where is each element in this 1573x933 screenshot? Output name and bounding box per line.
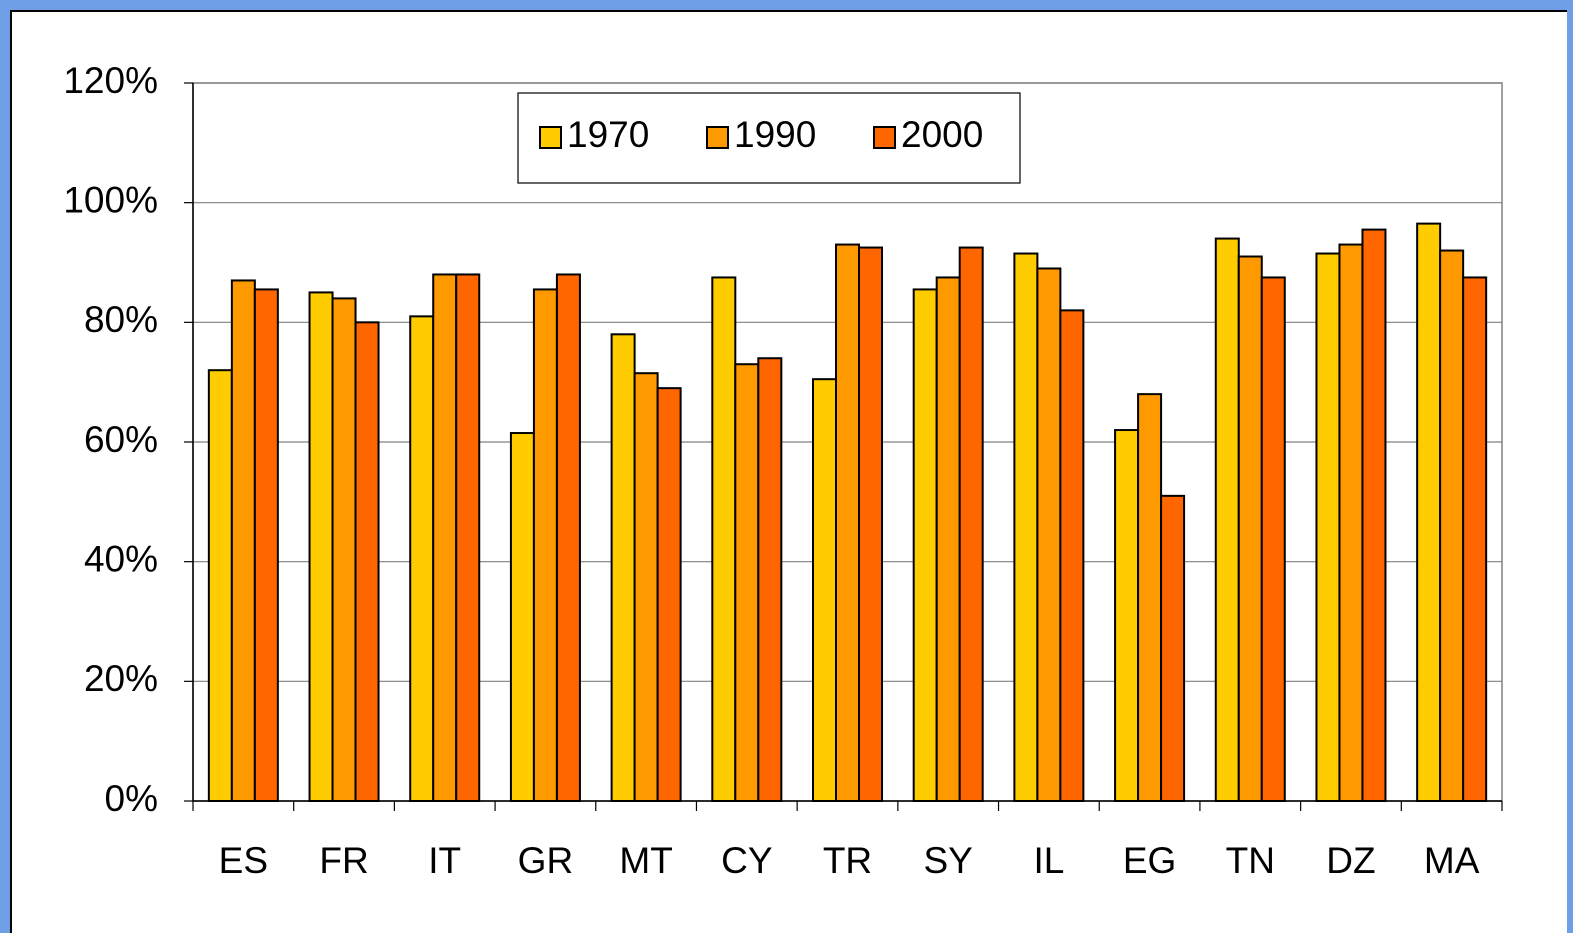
- bar: [1160, 494, 1186, 802]
- y-tick-label: 20%: [84, 658, 158, 699]
- bar: [1059, 309, 1085, 802]
- bar: [1237, 255, 1263, 802]
- legend-swatch: [706, 126, 729, 149]
- bar: [555, 273, 581, 802]
- legend-swatch: [873, 126, 896, 149]
- y-tick-label: 60%: [84, 419, 158, 460]
- bar: [253, 288, 279, 802]
- bar: [1315, 252, 1341, 802]
- legend-box: [517, 92, 1021, 184]
- x-tick-label: IT: [428, 840, 461, 881]
- bar: [912, 288, 938, 802]
- y-tick-label: 40%: [84, 538, 158, 579]
- legend-swatch: [539, 126, 562, 149]
- bar: [1361, 228, 1387, 802]
- x-tick-label: DZ: [1326, 840, 1375, 881]
- x-tick-label: FR: [319, 840, 368, 881]
- x-tick-label: IL: [1033, 840, 1064, 881]
- bar: [812, 378, 837, 802]
- bar: [1439, 249, 1465, 803]
- bar: [958, 246, 984, 802]
- bar: [1137, 393, 1163, 802]
- bar: [1214, 237, 1240, 803]
- x-tick-label: GR: [518, 840, 574, 881]
- y-tick-label: 100%: [63, 179, 158, 220]
- y-tick-label: 80%: [84, 299, 158, 340]
- x-tick-label: SY: [924, 840, 973, 881]
- y-tick-label: 0%: [105, 778, 158, 819]
- bar: [1036, 267, 1062, 802]
- bar: [1114, 429, 1140, 802]
- bar: [1416, 222, 1442, 802]
- bar: [858, 246, 883, 802]
- bar: [1338, 243, 1364, 803]
- bar: [509, 432, 535, 802]
- bar: [230, 279, 256, 802]
- bar: [633, 372, 659, 802]
- x-tick-label: EG: [1123, 840, 1176, 881]
- legend-label: 2000: [901, 114, 983, 155]
- x-tick-label: MA: [1424, 840, 1480, 881]
- bar: [532, 288, 558, 802]
- bar: [835, 243, 860, 803]
- bar: [409, 315, 435, 802]
- legend-label: 1970: [567, 114, 649, 155]
- bar: [656, 387, 682, 802]
- bar: [455, 273, 481, 802]
- x-tick-label: CY: [721, 840, 772, 881]
- y-tick-label: 120%: [63, 60, 158, 101]
- x-tick-label: TR: [823, 840, 872, 881]
- bar: [1013, 252, 1039, 802]
- bar: [734, 363, 760, 802]
- bar: [308, 291, 334, 802]
- x-tick-label: ES: [219, 840, 268, 881]
- bar: [354, 321, 380, 802]
- bar: [207, 369, 233, 802]
- x-tick-label: TN: [1226, 840, 1275, 881]
- bar: [610, 333, 636, 802]
- bar: [757, 357, 783, 802]
- bar: [432, 273, 458, 802]
- x-tick-label: MT: [619, 840, 672, 881]
- bar: [935, 276, 961, 803]
- bar: [331, 297, 357, 802]
- bar: [711, 276, 737, 803]
- legend-label: 1990: [734, 114, 816, 155]
- bar: [1260, 276, 1286, 803]
- bar: [1462, 276, 1488, 803]
